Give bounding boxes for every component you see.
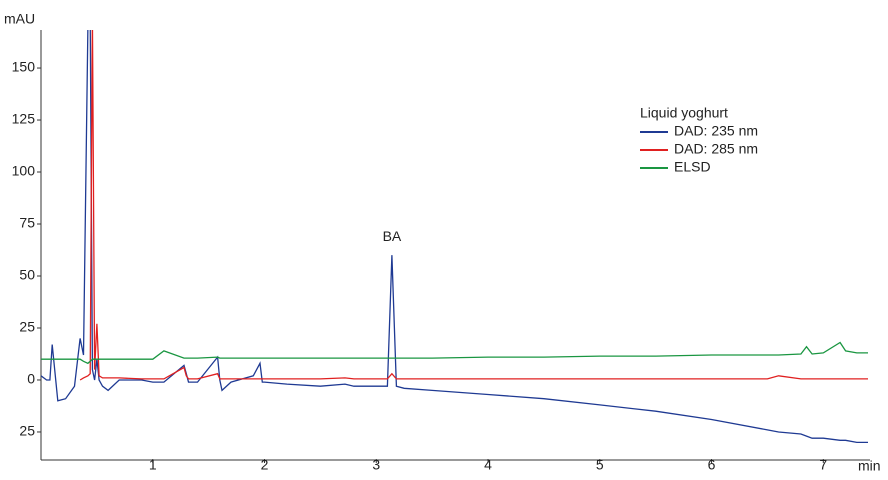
x-tick-label: 3	[372, 457, 380, 473]
series-line	[79, 30, 868, 381]
y-tick-label: 50	[19, 267, 35, 283]
y-tick-label: 25	[19, 423, 35, 439]
x-tick-label: 2	[261, 457, 269, 473]
legend-label: DAD: 235 nm	[674, 123, 758, 139]
y-tick-label: 125	[12, 111, 36, 127]
plot-area	[41, 30, 868, 444]
legend-label: DAD: 285 nm	[674, 141, 758, 157]
legend-title: Liquid yoghurt	[640, 105, 728, 121]
y-tick-label: 150	[12, 59, 36, 75]
x-tick-label: 7	[819, 457, 827, 473]
y-tick-label: 75	[19, 215, 35, 231]
x-tick-label: 1	[149, 457, 157, 473]
y-unit: mAU	[4, 11, 35, 27]
series-line	[41, 341, 868, 365]
x-tick-label: 4	[484, 457, 492, 473]
legend-label: ELSD	[674, 159, 711, 175]
x-unit: min	[858, 458, 881, 474]
y-tick-label: 0	[27, 371, 35, 387]
x-tick-label: 5	[596, 457, 604, 473]
y-tick-label: 100	[12, 163, 36, 179]
annotation: BA	[383, 228, 402, 244]
x-tick-label: 6	[708, 457, 716, 473]
y-tick-label: 25	[19, 319, 35, 335]
